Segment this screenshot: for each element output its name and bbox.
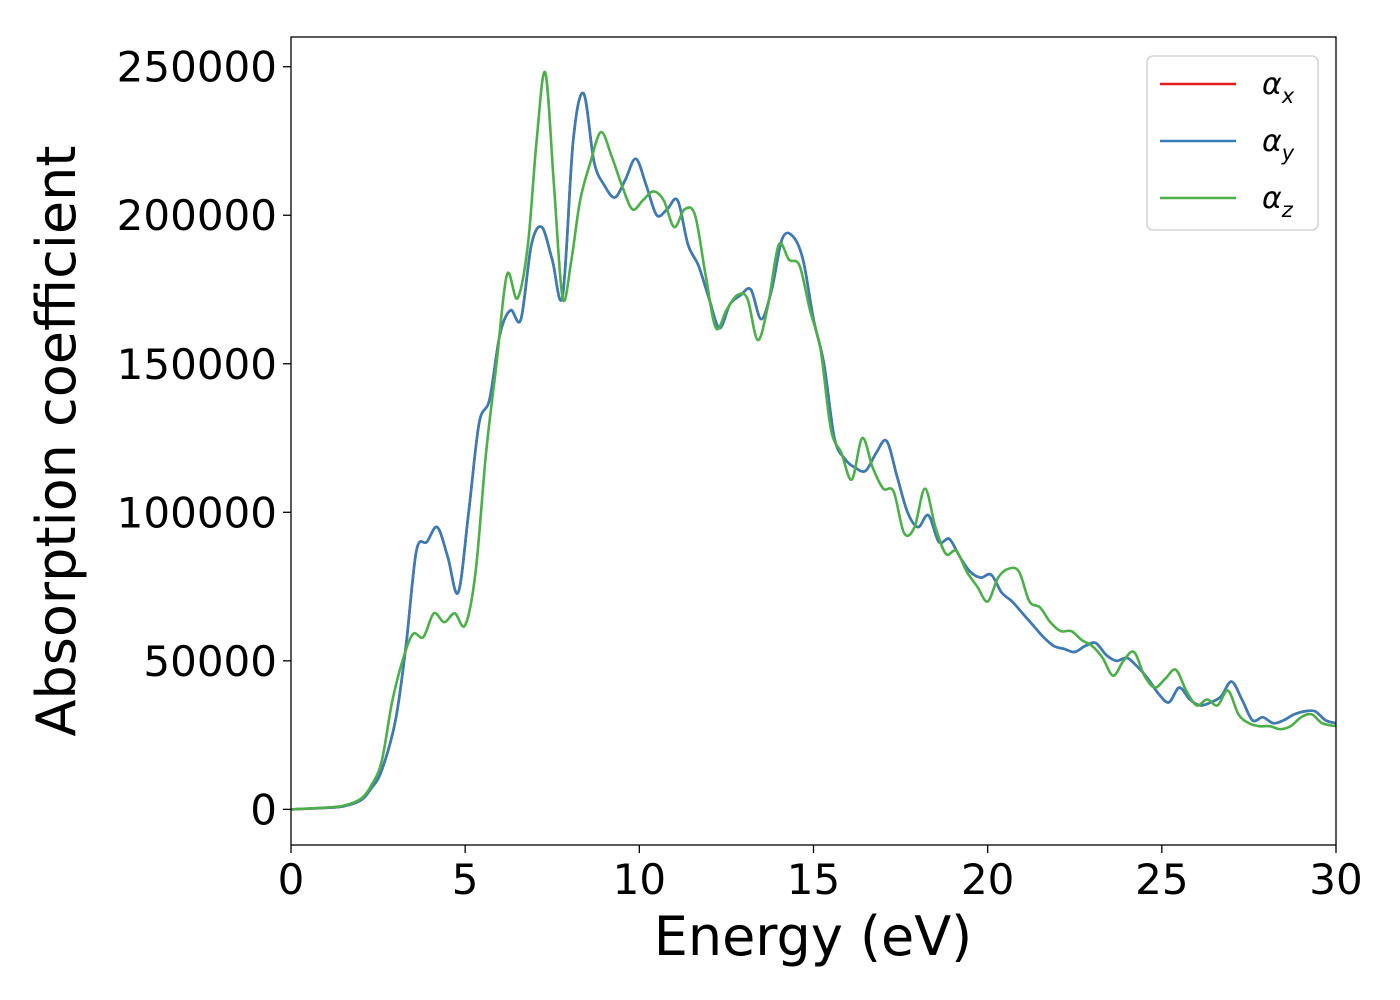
series-line-alpha-z: [291, 70, 1336, 811]
x-tick-label: 15: [787, 855, 840, 904]
y-tick-label: 0: [250, 785, 277, 834]
y-axis-label: Absorption coefficient: [25, 146, 88, 737]
x-tick-label: 25: [1135, 855, 1188, 904]
y-tick-label: 100000: [117, 488, 277, 537]
x-tick-label: 10: [613, 855, 666, 904]
series-layer: [291, 70, 1336, 811]
legend-subscript: z: [1281, 198, 1294, 222]
x-axis-label: Energy (eV): [654, 905, 973, 968]
y-tick-label: 250000: [117, 43, 277, 92]
legend-box: [1146, 55, 1319, 231]
x-tick-label: 20: [961, 855, 1014, 904]
legend-subscript: y: [1281, 141, 1295, 165]
series-line-alpha-y: [291, 91, 1336, 811]
x-tick-label: 0: [278, 855, 305, 904]
legend-subscript: x: [1281, 84, 1295, 108]
x-tick-label: 5: [452, 855, 479, 904]
y-tick-label: 150000: [117, 340, 277, 389]
y-axis: 0 50000 100000 150000 200000 250000: [117, 43, 291, 834]
y-tick-label: 50000: [143, 637, 277, 686]
x-tick-label: 30: [1309, 855, 1362, 904]
x-axis: 0 5 10 15 20 25 30: [278, 845, 1363, 904]
y-tick-label: 200000: [117, 191, 277, 240]
